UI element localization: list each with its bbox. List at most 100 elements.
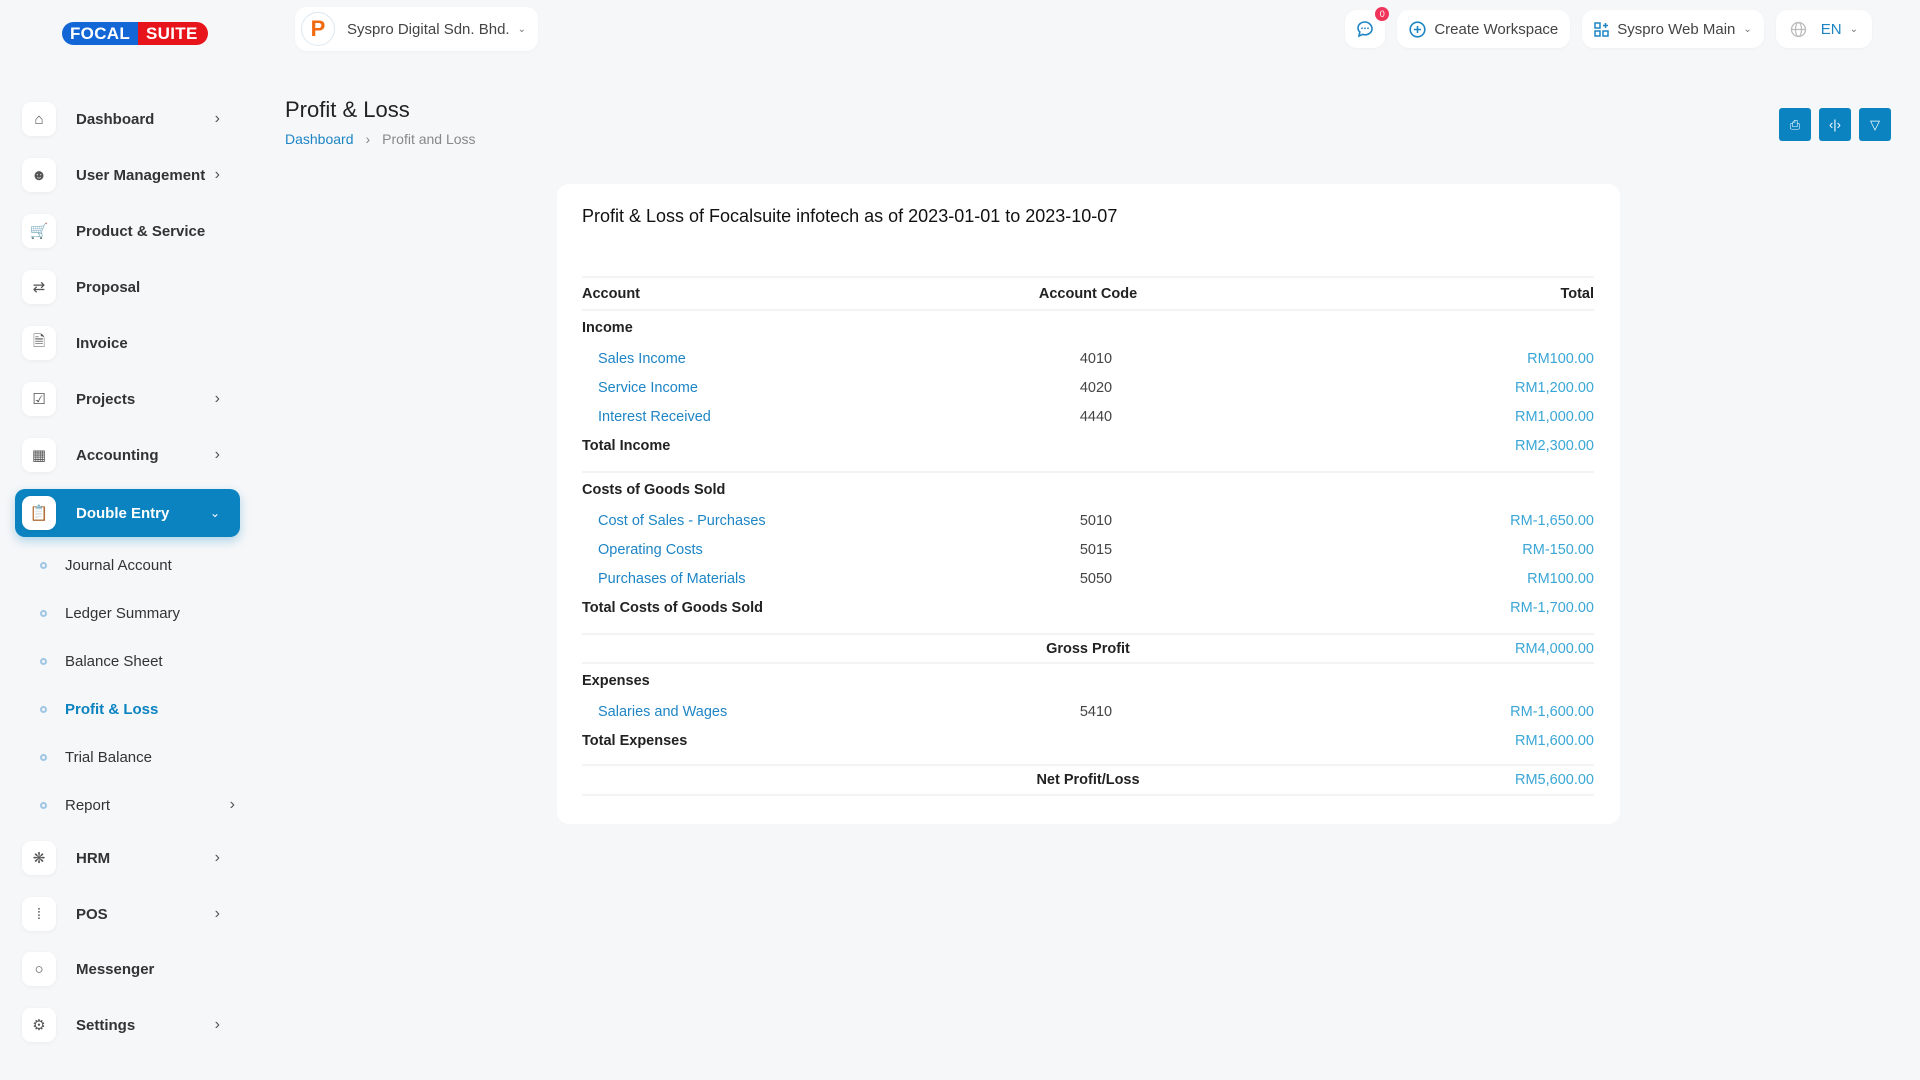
- company-logo-icon: P: [301, 12, 335, 46]
- gross-profit-amount: RM4,000.00: [1515, 640, 1594, 657]
- bullet-icon: [40, 561, 47, 569]
- section-income: Income: [582, 311, 1594, 344]
- sidebar-item-pos[interactable]: ⁞ POS ›: [15, 890, 240, 938]
- col-account: Account: [582, 285, 640, 302]
- account-link[interactable]: Salaries and Wages: [598, 703, 728, 720]
- account-link[interactable]: Interest Received: [598, 408, 711, 425]
- divider: [582, 622, 1594, 635]
- chevron-right-icon: ›: [214, 166, 220, 183]
- breadcrumb: Dashboard › Profit and Loss: [285, 131, 476, 147]
- page-title: Profit & Loss: [285, 97, 410, 122]
- amount: RM-1,650.00: [1510, 512, 1594, 529]
- section-label: Expenses: [582, 672, 650, 689]
- breadcrumb-dashboard[interactable]: Dashboard: [285, 131, 354, 147]
- sub-item-balance-sheet[interactable]: Balance Sheet: [40, 646, 240, 676]
- apps-icon: [1594, 21, 1610, 37]
- print-button[interactable]: ⎙: [1779, 108, 1811, 141]
- sidebar-item-double-entry[interactable]: 📋 Double Entry ⌄: [15, 489, 240, 537]
- breadcrumb-current: Profit and Loss: [382, 131, 476, 147]
- chevron-right-icon: ›: [365, 131, 371, 147]
- account-link[interactable]: Purchases of Materials: [598, 570, 746, 587]
- cart-icon: 🛒: [22, 214, 56, 248]
- sub-item-label: Journal Account: [65, 556, 172, 574]
- sidebar-item-hrm[interactable]: ❋ HRM ›: [15, 834, 240, 882]
- account-link[interactable]: Service Income: [598, 379, 698, 396]
- sidebar-item-proposal[interactable]: ⇄ Proposal: [15, 263, 240, 311]
- net-profit-row: Net Profit/Loss RM5,600.00: [582, 766, 1594, 796]
- sub-item-label: Report: [65, 796, 111, 814]
- table-row: Service Income 4020 RM1,200.00: [582, 373, 1594, 402]
- chevron-right-icon: ›: [214, 446, 220, 463]
- account-link[interactable]: Sales Income: [598, 350, 686, 367]
- users-icon: ☻: [22, 158, 56, 192]
- sidebar-item-product-service[interactable]: 🛒 Product & Service: [15, 207, 240, 255]
- chevron-right-icon: ›: [214, 390, 220, 407]
- sub-item-trial-balance[interactable]: Trial Balance: [40, 742, 240, 772]
- chat-button[interactable]: 0: [1345, 7, 1390, 48]
- sub-item-label: Ledger Summary: [65, 604, 181, 622]
- printer-icon: ⎙: [1789, 116, 1801, 132]
- gross-profit-label: Gross Profit: [1046, 640, 1130, 657]
- workspace-selector[interactable]: Syspro Web Main ⌄: [1582, 10, 1764, 48]
- focal-suite-logo[interactable]: FOCAL SUITE: [62, 22, 208, 45]
- chevron-right-icon: ›: [229, 796, 235, 813]
- create-workspace-button[interactable]: Create Workspace: [1397, 10, 1571, 48]
- bullet-icon: [40, 657, 47, 665]
- chevron-down-icon: ⌄: [1849, 23, 1858, 35]
- chevron-right-icon: ›: [214, 849, 220, 866]
- export-button[interactable]: ‹|›: [1819, 108, 1851, 141]
- header-actions: 0 Create Workspace Syspro Web Main ⌄ EN …: [1345, 7, 1872, 48]
- col-account-code: Account Code: [1038, 285, 1138, 302]
- chevron-down-icon: ⌄: [209, 506, 220, 520]
- account-code: 4440: [1079, 408, 1113, 425]
- sub-item-report[interactable]: Report ›: [40, 790, 240, 820]
- net-profit-amount: RM5,600.00: [1515, 772, 1594, 788]
- sidebar-item-invoice[interactable]: 🗎 Invoice: [15, 319, 240, 367]
- language-selector[interactable]: EN ⌄: [1775, 10, 1872, 48]
- home-icon: ⌂: [22, 102, 56, 136]
- sub-item-journal-account[interactable]: Journal Account: [40, 550, 240, 580]
- total-label: Total Costs of Goods Sold: [582, 599, 763, 616]
- account-code: 4010: [1079, 350, 1113, 367]
- gross-profit-row: Gross Profit RM4,000.00: [582, 635, 1594, 664]
- amount: RM1,000.00: [1515, 408, 1594, 425]
- filter-button[interactable]: ▽: [1859, 108, 1891, 141]
- message-icon: ○: [22, 952, 56, 986]
- bullet-icon: [40, 609, 47, 617]
- profit-loss-card: Profit & Loss of Focalsuite infotech as …: [557, 184, 1620, 824]
- sidebar-item-user-management[interactable]: ☻ User Management ›: [15, 151, 240, 199]
- sidebar-item-messenger[interactable]: ○ Messenger: [15, 945, 240, 993]
- total-label: Total Income: [582, 437, 671, 454]
- invoice-icon: 🗎: [22, 326, 56, 360]
- amount: RM1,200.00: [1515, 379, 1594, 396]
- company-selector[interactable]: P Syspro Digital Sdn. Bhd. ⌄: [295, 7, 538, 51]
- total-label: Total Expenses: [582, 732, 688, 749]
- sub-item-ledger-summary[interactable]: Ledger Summary: [40, 598, 240, 628]
- table-row: Purchases of Materials 5050 RM100.00: [582, 564, 1594, 593]
- chevron-right-icon: ›: [214, 110, 220, 127]
- account-link[interactable]: Operating Costs: [598, 541, 703, 558]
- section-label: Income: [582, 319, 633, 336]
- sub-item-label: Trial Balance: [65, 748, 152, 766]
- chevron-right-icon: ›: [214, 1016, 220, 1033]
- sidebar-item-settings[interactable]: ⚙ Settings ›: [15, 1001, 240, 1049]
- amount: RM100.00: [1527, 350, 1594, 367]
- sidebar-item-dashboard[interactable]: ⌂ Dashboard ›: [15, 95, 240, 143]
- total-amount: RM-1,700.00: [1510, 599, 1594, 616]
- language-label: EN: [1820, 20, 1842, 38]
- amount: RM100.00: [1527, 570, 1594, 587]
- sidebar-item-accounting[interactable]: ▦ Accounting ›: [15, 431, 240, 479]
- sub-item-label: Profit & Loss: [65, 700, 159, 718]
- sub-item-profit-loss[interactable]: Profit & Loss: [40, 694, 240, 724]
- clipboard-icon: 📋: [22, 496, 56, 530]
- chevron-down-icon: ⌄: [1743, 23, 1752, 35]
- sidebar-item-projects[interactable]: ☑ Projects ›: [15, 375, 240, 423]
- chat-count-badge: 0: [1375, 7, 1390, 21]
- code-icon: ‹|›: [1828, 117, 1842, 132]
- account-link[interactable]: Cost of Sales - Purchases: [598, 512, 766, 529]
- total-income-row: Total Income RM2,300.00: [582, 431, 1594, 460]
- globe-icon: [1790, 21, 1806, 37]
- section-cogs: Costs of Goods Sold: [582, 473, 1594, 506]
- table-row: Operating Costs 5015 RM-150.00: [582, 535, 1594, 564]
- divider: [582, 460, 1594, 473]
